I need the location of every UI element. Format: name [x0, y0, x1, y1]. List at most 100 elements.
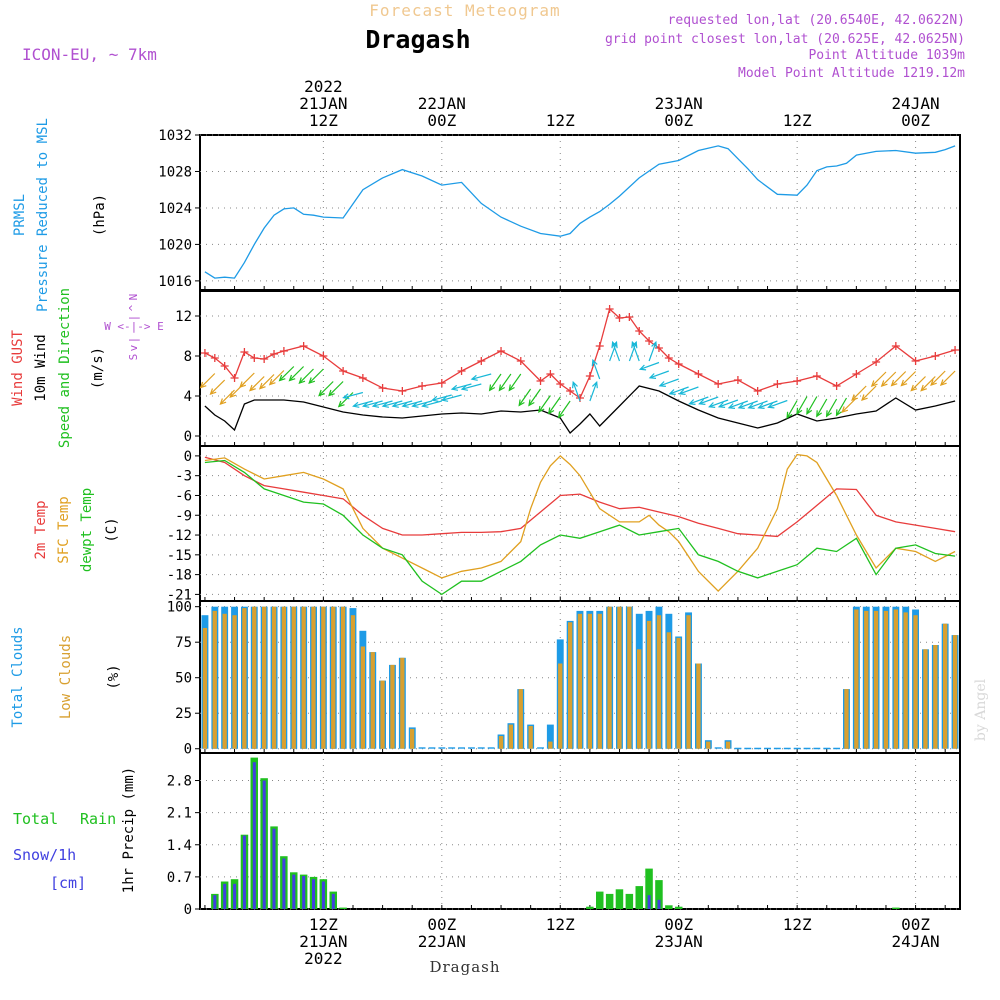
wind-arrow	[249, 376, 265, 392]
temp2m-label: 2m Temp	[33, 500, 49, 559]
wind-arrow-head	[816, 410, 823, 418]
wind-arrow-head	[411, 401, 419, 408]
low-cloud-bar	[370, 652, 375, 749]
pressure-labels: PRMSL Pressure Reduced to MSL (hPa)	[12, 118, 108, 312]
wind-arrow	[343, 391, 364, 399]
wind-arrow-head	[861, 394, 868, 402]
top-time-label: 00Z	[901, 111, 930, 130]
wind-arrow	[572, 381, 581, 402]
wind-arrow-head	[796, 407, 803, 416]
wind-arrow	[318, 381, 334, 397]
rain-bar	[645, 868, 653, 909]
total-cloud-bar	[546, 724, 554, 749]
low-cloud-bar	[360, 646, 365, 749]
temp-unit-label: (C)	[104, 517, 120, 542]
wind-arrow	[851, 385, 867, 401]
wind-arrow	[239, 372, 255, 388]
low-cloud-bar	[686, 615, 691, 749]
low-cloud-bar	[883, 610, 889, 749]
total-cloud-bar	[477, 747, 485, 749]
wind-arrow	[689, 396, 709, 405]
gust-marker	[556, 380, 565, 388]
clouds-ytick-label: 0	[184, 742, 192, 758]
low-cloud-bar	[893, 609, 898, 749]
gust-marker	[793, 377, 802, 385]
low-cloud-bar	[864, 610, 869, 749]
wind-arrow-head	[767, 402, 775, 409]
total-cloud-bar	[438, 747, 446, 749]
wind-arrow	[382, 400, 403, 407]
wind-arrow-head	[308, 377, 316, 385]
low-cloud-bar	[242, 608, 247, 749]
clouds-unit-label: (%)	[106, 664, 122, 689]
pressure-ytick-label: 1032	[158, 128, 192, 144]
wind-arrow	[738, 400, 758, 409]
temp-ytick-label: 0	[184, 449, 192, 465]
gust-marker	[270, 350, 279, 358]
precip-unit-label: 1hr Precip (mm)	[121, 767, 137, 893]
wind-arrow	[442, 394, 462, 401]
gust-marker	[931, 352, 940, 360]
compass-bar2: |	[127, 337, 140, 344]
wind-arrow-head	[841, 406, 849, 414]
wind-arrow	[910, 376, 926, 392]
bottom-time-label: 24JAN	[891, 932, 939, 951]
wind-arrow-head	[900, 379, 908, 387]
low-cloud-bar	[271, 606, 277, 749]
prmsl-label: PRMSL	[12, 194, 28, 236]
gust-marker	[753, 387, 762, 395]
wind-ytick-label: 4	[184, 389, 192, 405]
rain-bar	[675, 906, 683, 909]
wind-arrow-head	[668, 389, 676, 395]
low-cloud-bar	[281, 606, 286, 749]
panels: 1016 1020 1024 1028 1032 0 4 8 12 0 -3 -6 -9 -12 -15 -1…	[158, 128, 961, 918]
wind-arrow-head	[880, 380, 888, 388]
gust-marker	[694, 370, 703, 378]
gust-marker	[595, 342, 604, 350]
point-altitude: Point Altitude 1039m	[808, 48, 965, 63]
gust-marker	[279, 347, 288, 355]
wind-arrow-head	[930, 379, 937, 387]
gust-marker	[773, 380, 782, 388]
wind-arrow	[796, 396, 808, 415]
rain-label: Rain	[80, 810, 116, 828]
wind-arrow-head	[401, 401, 409, 408]
wind-arrow-head	[488, 384, 496, 392]
gust-marker	[477, 357, 486, 365]
wind-arrow	[612, 341, 621, 362]
rain-bar	[635, 886, 643, 909]
snow-bar	[213, 895, 217, 909]
wind-arrow-head	[421, 401, 429, 408]
wind-series-0	[204, 307, 956, 399]
snow-label: Snow/1h	[13, 846, 76, 864]
wind-arrow-head	[611, 340, 618, 349]
clouds-ytick-label: 75	[175, 635, 192, 651]
low-cloud-bar	[646, 620, 652, 749]
wind-arrow	[548, 396, 561, 414]
footer-station: Dragash	[429, 958, 500, 976]
total-cloud-bar	[773, 747, 781, 750]
low-cloud-bar	[844, 689, 849, 749]
low-cloud-bar	[311, 606, 316, 749]
wind-arrow	[861, 385, 877, 401]
snow-bar	[292, 874, 296, 909]
gust-marker	[664, 354, 673, 362]
wind-arrow-head	[688, 399, 696, 405]
top-time-label: 22JAN	[418, 94, 466, 113]
wind-arrow	[528, 388, 541, 406]
gust-marker	[339, 367, 348, 375]
total-cloud-bar	[734, 747, 742, 750]
rain-bar	[339, 907, 347, 909]
precip-labels: Total Rain Snow/1h [cm] 1hr Precip (mm)	[13, 767, 137, 893]
total-cloud-bar	[783, 747, 791, 750]
total-cloud-bar	[458, 747, 465, 749]
bottom-time-label: 2022	[304, 949, 343, 968]
wind-arrow-head	[727, 403, 736, 409]
bottom-time-label: 22JAN	[418, 932, 466, 951]
gust-marker	[220, 362, 229, 370]
low-cloud-bar	[627, 606, 632, 749]
wind-arrow	[363, 400, 383, 407]
wind-arrow-head	[708, 402, 716, 408]
temp-ytick-label: -12	[167, 528, 192, 544]
